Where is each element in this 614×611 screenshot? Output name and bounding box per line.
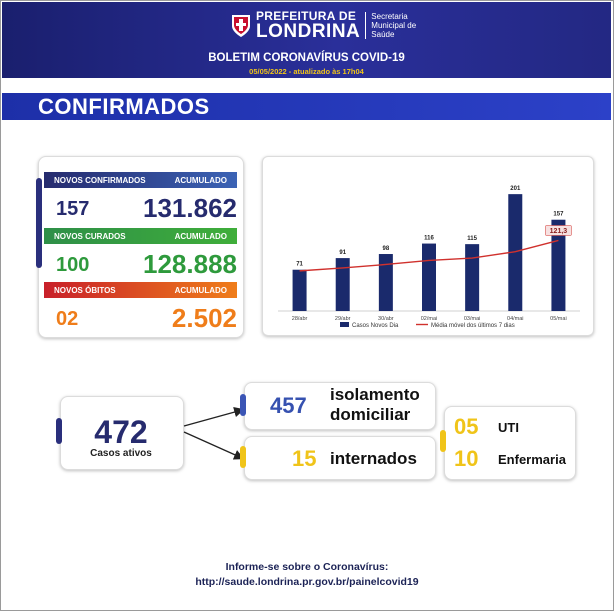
section-banner: CONFIRMADOS xyxy=(2,93,611,120)
header-bar: PREFEITURA DE LONDRINA Secretaria Munici… xyxy=(2,2,611,78)
confirmed-total: 131.862 xyxy=(143,193,237,223)
bulletin-title: BOLETIM CORONAVÍRUS COVID-19 xyxy=(208,52,405,64)
tick-label-0: 28/abr xyxy=(292,316,308,322)
bar-04/mai xyxy=(508,194,523,311)
footer-line1: Informe-se sobre o Coronavírus: xyxy=(225,561,389,573)
confirmed-label: NOVOS CONFIRMADOS xyxy=(54,175,146,185)
legend-label-bars: Casos Novos Dia xyxy=(352,323,399,329)
bulletin-date: 05/05/2022 - atualizado às 17h04 xyxy=(249,67,364,76)
bar-05/mai xyxy=(551,219,566,311)
deaths-new: 02 xyxy=(56,308,79,330)
isolation-label-line2: domiciliar xyxy=(330,405,411,424)
section-title: CONFIRMADOS xyxy=(38,94,210,119)
isolation-accent xyxy=(240,394,246,416)
tick-label-6: 05/mai xyxy=(550,316,567,322)
deaths-total: 2.502 xyxy=(171,303,237,333)
confirmed-label-bar: NOVOS CONFIRMADOS ACUMULADO xyxy=(44,172,237,188)
recovered-acc-label: ACUMULADO xyxy=(174,231,227,241)
deaths-label: NOVOS ÓBITOS xyxy=(54,285,116,295)
isolation-label-line1: isolamento xyxy=(330,385,420,404)
confirmed-acc-label: ACUMULADO xyxy=(174,175,227,185)
isolation-card xyxy=(244,382,436,430)
isolation-label: isolamento domiciliar xyxy=(330,385,420,425)
sec-line3: Saúde xyxy=(371,29,395,39)
bar-30/abr xyxy=(378,254,393,311)
pref-line2: LONDRINA xyxy=(256,20,361,42)
hospitalized-accent xyxy=(240,446,246,468)
tick-label-4: 03/mai xyxy=(464,316,481,322)
data-label-4: 115 xyxy=(467,236,477,242)
tick-label-1: 29/abr xyxy=(335,316,351,322)
beds-card xyxy=(444,406,576,480)
arrow-to-hospital xyxy=(183,431,245,460)
daily-cases-chart: 71 28/abr 91 29/abr 98 30/abr 116 02/mai 115 03/m… xyxy=(278,186,580,329)
confirmed-new: 157 xyxy=(56,198,90,220)
secretaria-label: Secretaria Municipal de Saúde xyxy=(365,11,417,39)
tick-label-2: 30/abr xyxy=(378,316,394,322)
data-label-1: 91 xyxy=(339,250,346,256)
hospitalized-label: internados xyxy=(330,449,417,468)
highlight-box xyxy=(545,225,572,236)
ward-label: Enfermaria xyxy=(498,452,566,467)
tick-label-3: 02/mai xyxy=(421,316,438,322)
active-value: 472 xyxy=(94,414,148,450)
pref-line1: PREFEITURA DE xyxy=(256,8,357,23)
bar-03/mai xyxy=(465,244,480,311)
legend-swatch-bars xyxy=(340,322,349,327)
hospitalized-value: 15 xyxy=(292,446,317,471)
highlight-label: 121,3 xyxy=(550,228,568,235)
footer: Informe-se sobre o Coronavírus: http://s… xyxy=(0,560,614,590)
moving-average-line xyxy=(299,239,559,272)
bar-29/abr xyxy=(335,258,350,311)
recovered-label: NOVOS CURADOS xyxy=(54,231,126,241)
deaths-acc-label: ACUMULADO xyxy=(174,285,227,295)
data-label-6: 157 xyxy=(553,212,564,218)
active-accent xyxy=(56,418,62,444)
ward-value: 10 xyxy=(454,446,479,471)
data-label-2: 98 xyxy=(383,246,390,252)
legend-label-line: Média móvel dos últimos 7 dias xyxy=(431,323,515,329)
arrow-to-isolation xyxy=(183,407,245,427)
tick-label-5: 04/mai xyxy=(507,316,524,322)
crest-icon xyxy=(232,15,250,37)
footer-link[interactable]: http://saude.londrina.pr.gov.br/painelco… xyxy=(195,576,419,588)
recovered-total: 128.888 xyxy=(143,249,237,279)
bar-02/mai xyxy=(422,243,436,311)
arrows xyxy=(183,407,245,460)
data-label-0: 71 xyxy=(296,262,303,268)
isolation-value: 457 xyxy=(270,393,307,418)
active-cases-card xyxy=(60,396,184,470)
recovered-label-bar: NOVOS CURADOS ACUMULADO xyxy=(44,228,237,244)
uti-label: UTI xyxy=(498,420,519,435)
recovered-new: 100 xyxy=(56,254,90,276)
deaths-label-bar: NOVOS ÓBITOS ACUMULADO xyxy=(44,282,237,298)
data-label-3: 116 xyxy=(424,236,434,242)
logo: PREFEITURA DE LONDRINA Secretaria Munici… xyxy=(230,8,416,42)
bar-28/abr xyxy=(292,269,307,311)
summary-accent xyxy=(36,178,42,268)
beds-accent xyxy=(440,430,446,452)
uti-value: 05 xyxy=(454,414,479,439)
sec-line2: Municipal de xyxy=(371,20,417,30)
data-label-5: 201 xyxy=(510,186,521,192)
sec-line1: Secretaria xyxy=(371,11,408,21)
hospitalized-card xyxy=(244,436,436,480)
active-label: Casos ativos xyxy=(90,448,152,459)
